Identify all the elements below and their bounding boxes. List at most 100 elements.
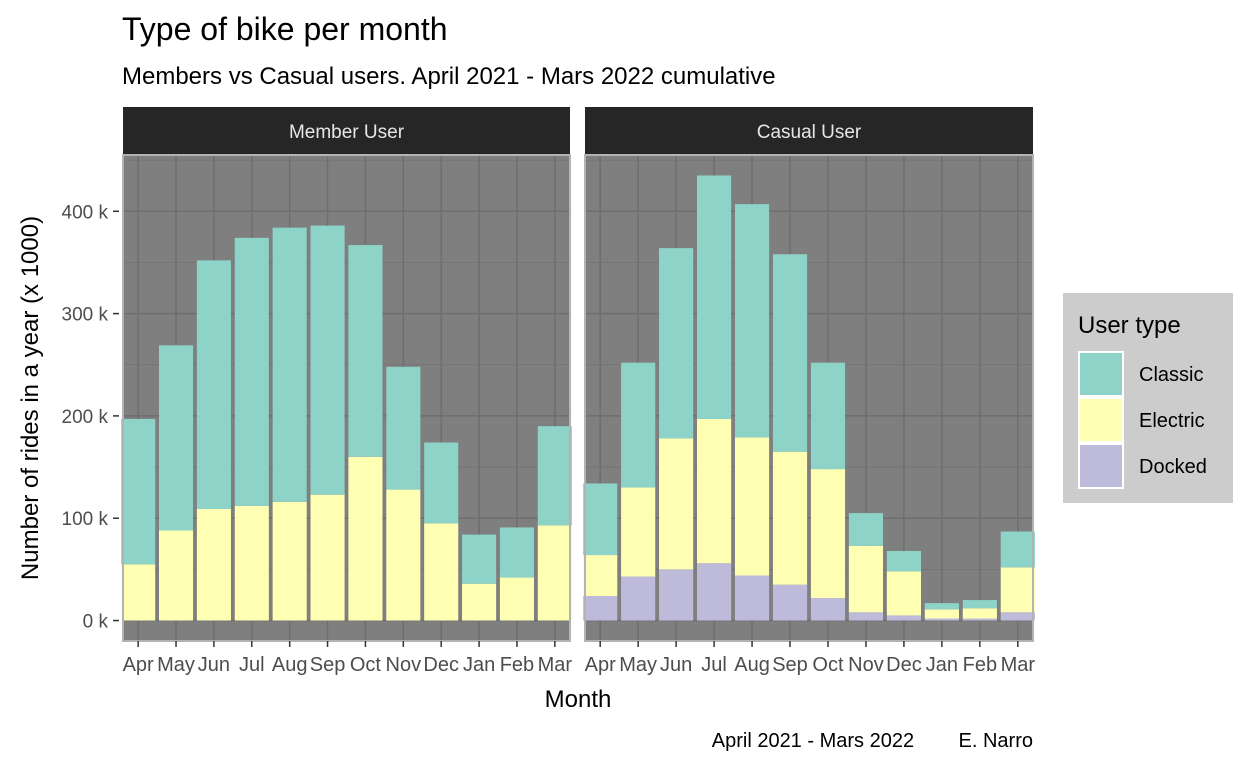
y-axis-title: Number of rides in a year (x 1000) [17,216,44,580]
bar-electric-nov [386,489,421,621]
bar-classic-jan [924,603,959,610]
bar-electric-may [158,530,194,621]
bar-classic-jul [234,237,269,506]
bar-docked-sep [772,584,808,621]
bar-electric-nov [848,545,884,613]
legend-key-electric [1078,397,1124,443]
bar-docked-mar [1000,612,1035,621]
x-tick-label: Apr [585,654,616,676]
x-tick-label: Apr [123,654,154,676]
bar-docked-aug [734,575,770,621]
bar-docked-apr [583,595,618,621]
x-tick-label: Sep [772,654,808,676]
x-tick-label: Mar [538,654,573,676]
panel-border [122,154,571,642]
bar-docked-oct [810,598,846,621]
bar-classic-mar [1000,531,1035,568]
bar-classic-oct [348,245,383,457]
bar-electric-jul [234,505,269,621]
bar-classic-dec [886,550,921,572]
bar-electric-jun [659,438,694,570]
legend-label: Electric [1139,410,1205,432]
bar-docked-jun [659,569,694,621]
x-axis-title: Month [545,686,612,713]
bar-electric-feb [962,608,997,619]
panel-border [584,154,1034,642]
bar-electric-feb [499,577,535,621]
x-tick-label: Nov [848,654,884,676]
bar-electric-dec [424,523,459,621]
chart-subtitle: Members vs Casual users. April 2021 - Ma… [122,63,776,90]
bar-electric-jun [196,509,231,621]
bar-classic-sep [772,254,808,452]
legend-label: Docked [1139,456,1207,478]
facet-strip [123,107,570,155]
bar-classic-apr [583,483,618,556]
x-tick-label: Dec [886,654,922,676]
bar-classic-sep [310,225,345,495]
bar-electric-sep [772,451,808,585]
bar-docked-may [621,576,656,621]
bar-electric-apr [121,564,156,621]
x-tick-label: Sep [310,654,346,676]
bar-electric-sep [310,494,345,621]
bar-classic-nov [386,366,421,490]
bar-electric-dec [886,571,921,616]
x-tick-label: Jan [463,654,495,676]
bar-classic-dec [424,442,459,524]
bar-electric-aug [734,437,770,576]
x-tick-label: Oct [812,654,844,676]
y-tick-label: 400 k [62,202,109,223]
bar-classic-feb [962,600,997,609]
legend-label: Classic [1139,364,1203,386]
bar-electric-oct [810,469,846,599]
bar-classic-apr [121,418,156,565]
bar-electric-jan [462,583,497,621]
bar-docked-jul [697,563,732,621]
x-tick-label: May [619,654,657,676]
x-tick-label: Feb [963,654,997,676]
x-tick-label: Mar [1001,654,1036,676]
x-tick-label: Jul [239,654,265,676]
x-tick-label: Jul [701,654,727,676]
bar-classic-aug [734,204,770,438]
bar-electric-mar [537,525,572,621]
facet-label: Casual User [757,122,862,143]
x-tick-label: Jun [660,654,692,676]
bar-electric-mar [1000,567,1035,613]
x-tick-label: Aug [272,654,308,676]
bar-classic-oct [810,362,846,470]
bar-electric-jan [924,609,959,619]
bar-electric-aug [272,501,307,621]
bar-classic-aug [272,227,307,502]
bar-classic-jun [659,248,694,439]
x-tick-label: Dec [423,654,459,676]
bar-docked-nov [848,612,884,621]
bar-docked-feb [962,618,997,621]
x-tick-label: Nov [386,654,422,676]
y-tick-label: 200 k [62,407,109,428]
bar-electric-apr [583,555,618,596]
bar-electric-jul [697,418,732,564]
legend-key-classic [1078,351,1124,397]
bar-electric-may [621,487,656,577]
bar-classic-may [158,345,194,531]
bar-classic-jun [196,260,231,510]
bar-classic-jul [697,175,732,419]
bar-docked-dec [886,615,921,621]
facet-strip [585,107,1033,155]
chart-title: Type of bike per month [122,11,448,47]
y-tick-label: 300 k [62,305,109,326]
x-tick-label: Aug [734,654,770,676]
x-tick-label: Feb [500,654,534,676]
y-tick-label: 100 k [62,509,109,530]
bar-classic-nov [848,513,884,546]
x-tick-label: Jun [198,654,230,676]
x-tick-label: Oct [350,654,382,676]
bar-classic-jan [462,534,497,584]
facet-label: Member User [289,122,405,143]
bar-classic-may [621,362,656,488]
x-tick-label: Jan [926,654,958,676]
